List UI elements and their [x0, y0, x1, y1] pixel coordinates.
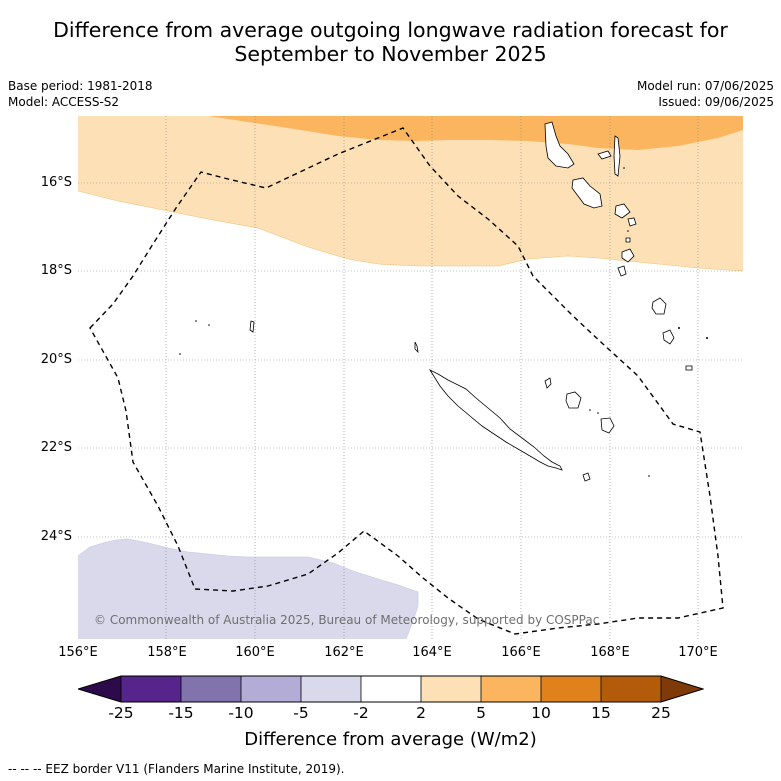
hunter-island-group [651, 297, 667, 315]
small-reef-1 [685, 365, 693, 371]
cb-tick-5: -2 [353, 704, 369, 722]
lat-tick-22s: 22°S [40, 440, 72, 455]
lon-tick-166e: 166°E [501, 645, 541, 660]
cb-tick-6: 2 [416, 704, 426, 722]
colorbar-outline [78, 675, 704, 703]
lat-tick-24s: 24°S [40, 529, 72, 544]
anomaly-region-10-to-5 [208, 116, 743, 150]
colorbar [78, 675, 704, 703]
new-caledonia-island [428, 369, 563, 471]
colorbar-segment-under [78, 676, 121, 702]
efate-island [614, 203, 631, 219]
cb-tick-9: 15 [591, 704, 611, 722]
aneityum-island [625, 237, 631, 243]
mare-island [600, 417, 615, 434]
colorbar-segment-9 [601, 676, 661, 702]
isle-of-pines [582, 472, 591, 482]
cb-tick-4: -5 [293, 704, 309, 722]
colorbar-dividers [120, 676, 662, 702]
matthew-island [662, 329, 675, 345]
small-islets [179, 167, 708, 477]
lon-tick-170e: 170°E [678, 645, 718, 660]
colorbar-segment-2 [181, 676, 241, 702]
lon-tick-158e: 158°E [147, 645, 187, 660]
lon-tick-164e: 164°E [412, 645, 452, 660]
lifou-island [565, 391, 582, 409]
lon-tick-156e: 156°E [58, 645, 98, 660]
lat-tick-18s: 18°S [40, 263, 72, 278]
cb-tick-8: 10 [531, 704, 551, 722]
tanna-island [617, 265, 627, 277]
belep-islands [414, 341, 419, 354]
colorbar-segment-5 [361, 676, 421, 702]
colorbar-label: Difference from average (W/m2) [244, 729, 537, 750]
colorbar-segment-3 [241, 676, 301, 702]
title-line-1: Difference from average outgoing longwav… [53, 18, 728, 42]
model-run-text: Model run: 07/06/2025 [636, 79, 774, 93]
lon-tick-162e: 162°E [324, 645, 364, 660]
copyright-text: © Commonwealth of Australia 2025, Bureau… [94, 613, 600, 627]
ambae-island [597, 150, 612, 160]
ouvea-island [544, 377, 552, 389]
issued-text: Issued: 09/06/2025 [658, 94, 774, 109]
erromango-island [621, 248, 635, 263]
malekula-island [571, 177, 603, 209]
coastlines [249, 121, 693, 482]
base-period-text: Base period: 1981-2018 [8, 79, 153, 93]
cb-tick-10: 25 [651, 704, 671, 722]
lat-tick-16s: 16°S [40, 175, 72, 190]
cb-tick-2: -15 [168, 704, 194, 722]
eez-border [89, 127, 724, 635]
lat-tick-20s: 20°S [40, 352, 72, 367]
colorbar-segment-7 [481, 676, 541, 702]
lon-tick-160e: 160°E [235, 645, 275, 660]
map-title: Difference from average outgoing longwav… [0, 18, 781, 66]
anomaly-region-border [78, 538, 419, 639]
model-text: Model: ACCESS-S2 [8, 94, 120, 109]
eez-footnote: -- -- -- EEZ border V11 (Flanders Marine… [8, 762, 345, 776]
title-line-2: September to November 2025 [234, 42, 547, 66]
shepherd-islands [627, 217, 637, 227]
anomaly-contour [78, 190, 743, 272]
colorbar-segment-4 [301, 676, 361, 702]
anomaly-region-5-to-2 [78, 116, 743, 271]
colorbar-segment-over [661, 676, 703, 702]
cb-tick-7: 5 [476, 704, 486, 722]
gridlines [78, 116, 743, 639]
meta-right: Model run: 07/06/2025 Issued: 09/06/2025 [637, 79, 774, 110]
chesterfield-reef [249, 320, 255, 333]
meta-left: Base period: 1981-2018 Model: ACCESS-S2 [8, 79, 153, 110]
colorbar-segment-1 [121, 676, 181, 702]
lon-tick-168e: 168°E [590, 645, 630, 660]
map-panel [78, 116, 743, 639]
anomaly-region-minus5-to-minus2 [78, 539, 418, 639]
cb-tick-1: -25 [108, 704, 134, 722]
maewo-pentecost-island [613, 135, 621, 177]
colorbar-segment-8 [541, 676, 601, 702]
cb-tick-3: -10 [228, 704, 254, 722]
colorbar-segment-6 [421, 676, 481, 702]
espiritu-santo-island [544, 121, 575, 169]
